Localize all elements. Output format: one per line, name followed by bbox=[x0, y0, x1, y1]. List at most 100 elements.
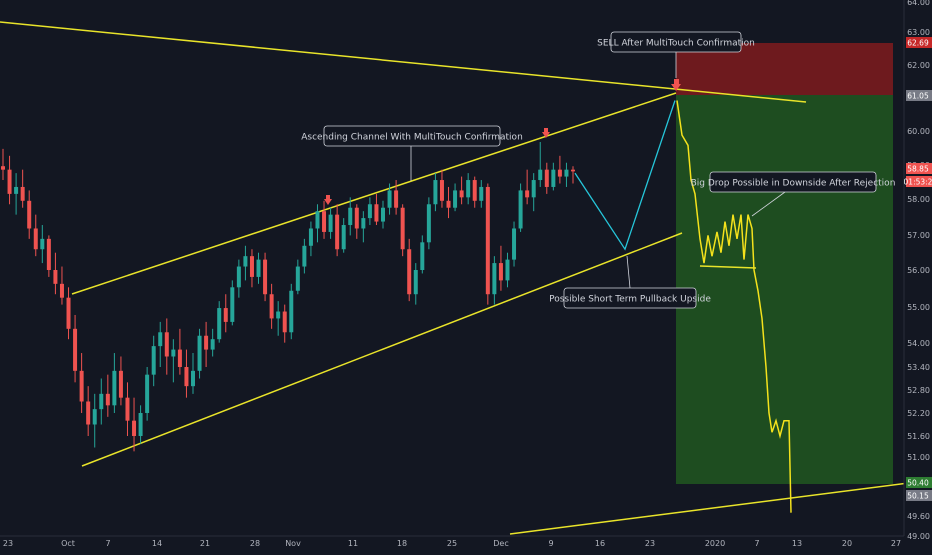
price-tick-label: 64.00 bbox=[907, 0, 930, 7]
candle bbox=[367, 197, 372, 226]
time-tick-label: 21 bbox=[200, 539, 210, 548]
candle bbox=[99, 378, 104, 425]
candle bbox=[381, 200, 385, 229]
candle bbox=[361, 211, 366, 243]
price-badge: 58.85 bbox=[906, 163, 932, 174]
svg-text:62.69: 62.69 bbox=[907, 39, 929, 48]
candle bbox=[564, 162, 569, 187]
candle bbox=[498, 245, 503, 291]
candle bbox=[308, 221, 313, 257]
candle bbox=[492, 256, 497, 305]
candle bbox=[151, 335, 156, 387]
candle bbox=[433, 173, 438, 212]
candle bbox=[525, 169, 530, 205]
candle bbox=[145, 367, 150, 421]
price-tick-label: 49.60 bbox=[907, 512, 930, 521]
time-tick-label: 23 bbox=[3, 539, 13, 548]
annotation-channel-text: Ascending Channel With MultiTouch Confir… bbox=[301, 133, 523, 143]
annotation-drop[interactable]: Big Drop Possible in Downside After Reje… bbox=[691, 171, 896, 217]
candle bbox=[426, 197, 431, 250]
long-term-support-line[interactable] bbox=[509, 479, 932, 535]
candle bbox=[177, 328, 182, 375]
candle bbox=[505, 252, 510, 288]
annotation-channel[interactable]: Ascending Channel With MultiTouch Confir… bbox=[301, 125, 523, 181]
time-tick-label: 16 bbox=[595, 539, 605, 548]
candle bbox=[204, 321, 209, 367]
annotation-sell-text: SELL After MultiTouch Confirmation bbox=[597, 39, 755, 49]
time-tick-label: 18 bbox=[397, 539, 407, 548]
candle bbox=[191, 353, 195, 394]
price-badge: 62.69 bbox=[906, 37, 932, 48]
candle bbox=[571, 166, 575, 184]
candle bbox=[557, 155, 562, 184]
price-tick-label: 51.60 bbox=[907, 432, 930, 441]
candle bbox=[33, 214, 38, 257]
annotation-pullback-text: Possible Short Term Pullback Upside bbox=[549, 295, 711, 305]
candle bbox=[374, 193, 379, 226]
price-axis[interactable]: 64.0063.0062.0061.0060.0059.0058.0057.00… bbox=[903, 0, 932, 550]
candle bbox=[400, 204, 405, 257]
candle bbox=[73, 314, 78, 383]
time-axis[interactable]: 23 Oct 7 14 21 28 Nov 11 18 25 Dec 9 16 23 2020 7 13 20 27 bbox=[0, 535, 904, 548]
candle bbox=[295, 259, 300, 295]
projection-support-line[interactable] bbox=[699, 265, 757, 269]
annotation-sell[interactable]: SELL After MultiTouch Confirmation bbox=[597, 31, 755, 78]
time-tick-label: 7 bbox=[754, 539, 759, 548]
channel-lower-line[interactable] bbox=[81, 232, 683, 467]
candle bbox=[394, 180, 399, 215]
candle bbox=[249, 249, 254, 288]
candle bbox=[512, 221, 517, 267]
price-badge: 50.15 bbox=[906, 490, 932, 501]
annotation-drop-text: Big Drop Possible in Downside After Reje… bbox=[691, 179, 896, 189]
candle bbox=[164, 318, 169, 375]
time-tick-label: 13 bbox=[792, 539, 802, 548]
price-badge: 01:53:2 bbox=[904, 176, 932, 187]
price-tick-label: 62.00 bbox=[907, 61, 930, 70]
time-tick-label: 11 bbox=[348, 539, 358, 548]
price-tick-label: 53.40 bbox=[907, 363, 930, 372]
candle bbox=[413, 263, 418, 305]
candle bbox=[315, 204, 320, 243]
candle bbox=[1, 148, 5, 181]
candle bbox=[269, 283, 274, 329]
candle bbox=[551, 162, 556, 191]
price-tick-label: 63.00 bbox=[907, 28, 930, 37]
time-tick-label: Oct bbox=[61, 539, 75, 548]
price-tick-label: 55.00 bbox=[907, 303, 930, 312]
candle bbox=[322, 200, 327, 239]
candle bbox=[335, 204, 340, 257]
candle bbox=[439, 169, 444, 208]
candle bbox=[328, 207, 333, 239]
candle bbox=[282, 304, 287, 343]
candle bbox=[118, 356, 123, 406]
svg-text:50.15: 50.15 bbox=[907, 492, 929, 501]
svg-text:58.85: 58.85 bbox=[907, 165, 929, 174]
descending-resistance-line[interactable] bbox=[0, 21, 807, 103]
candle bbox=[59, 266, 64, 305]
candle bbox=[420, 235, 425, 274]
candle bbox=[256, 252, 261, 284]
time-tick-label: 14 bbox=[152, 539, 162, 548]
candle bbox=[341, 218, 346, 253]
price-tick-label: 52.80 bbox=[907, 386, 930, 395]
candle bbox=[302, 238, 307, 274]
price-tick-label: 56.00 bbox=[907, 266, 930, 275]
time-tick-label: 2020 bbox=[705, 539, 725, 548]
candle bbox=[230, 280, 235, 326]
candle bbox=[243, 245, 248, 281]
candle bbox=[289, 283, 294, 340]
candlestick-series bbox=[1, 141, 575, 452]
pullback-projection-line[interactable] bbox=[574, 100, 676, 251]
candle bbox=[132, 397, 137, 452]
candle bbox=[223, 294, 228, 333]
price-tick-label: 49.00 bbox=[907, 532, 930, 541]
candle bbox=[210, 328, 215, 357]
candle bbox=[7, 155, 12, 205]
time-tick-label: 28 bbox=[250, 539, 260, 548]
drop-projection-line[interactable] bbox=[676, 100, 792, 513]
channel-upper-line[interactable] bbox=[71, 92, 677, 295]
annotation-pullback[interactable]: Possible Short Term Pullback Upside bbox=[549, 255, 711, 309]
price-badge: 50.40 bbox=[906, 477, 932, 488]
